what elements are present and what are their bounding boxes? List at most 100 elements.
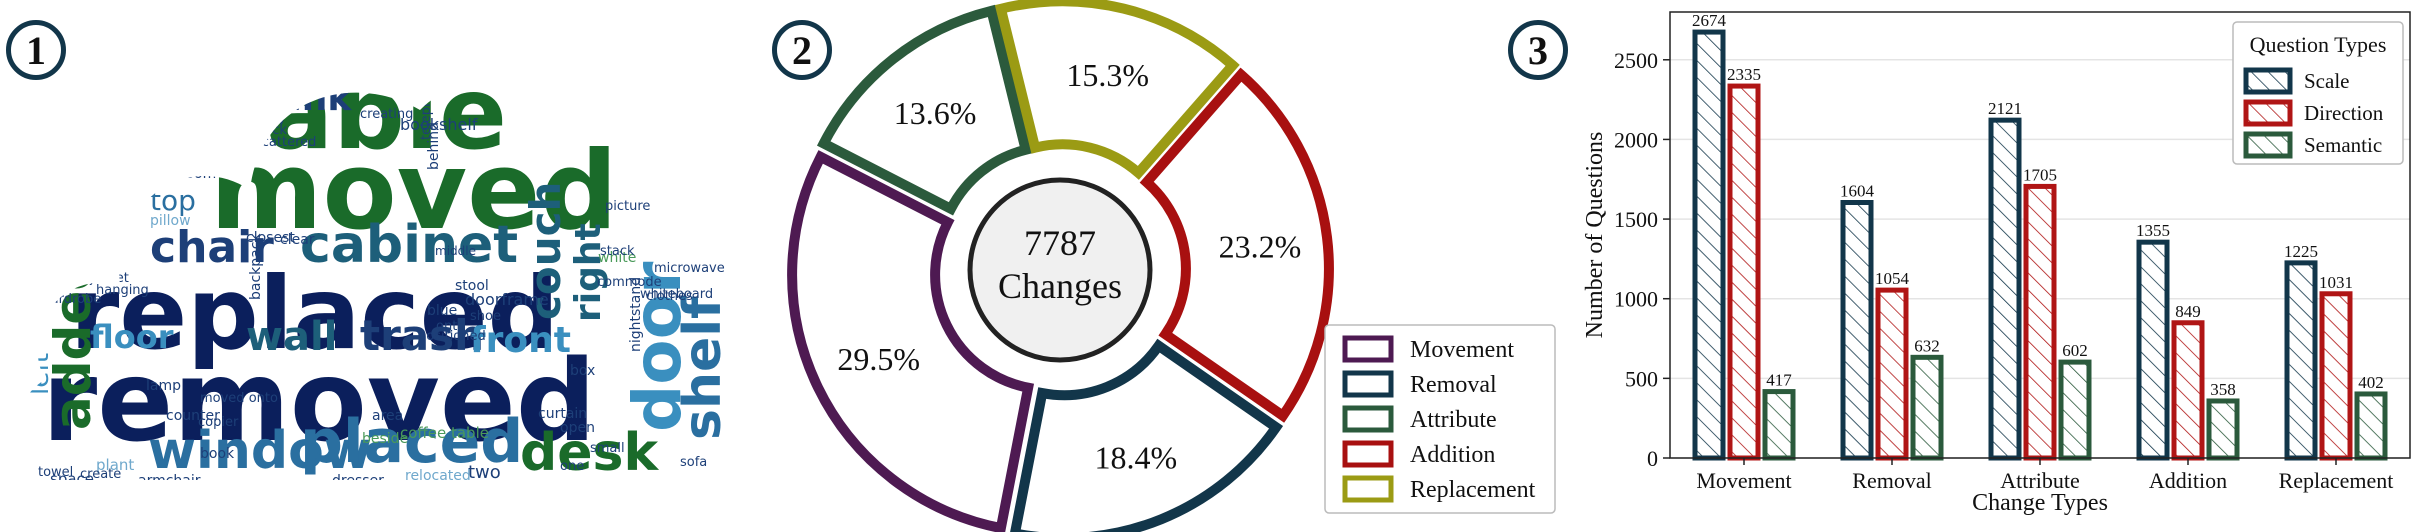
wordcloud-word: nightstand xyxy=(628,277,644,352)
wordcloud-word: book xyxy=(200,446,235,462)
wordcloud-word: space xyxy=(50,470,94,488)
panel-badge-3: 3 xyxy=(1508,20,1568,80)
bar-value-label: 1031 xyxy=(2319,273,2353,292)
wordcloud-word: sofa xyxy=(680,455,707,470)
wordcloud-word: box xyxy=(570,363,595,379)
wordcloud-word: front xyxy=(470,320,571,361)
wordcloud-word: moved xyxy=(210,129,618,254)
donut-center-circle xyxy=(967,177,1153,363)
wordcloud-word: towel xyxy=(38,465,73,480)
bar-panel: 3 2674 2335 417 1604 1054 632 2121 1705 602 1355 8… xyxy=(1500,0,2426,532)
donut-slice-label: 29.5% xyxy=(837,341,920,377)
panel-badge-1: 1 xyxy=(6,20,66,80)
bar-legend-swatch xyxy=(2243,67,2293,95)
wordcloud-word: chair xyxy=(150,222,274,273)
wordcloud-word: dresser xyxy=(332,473,384,489)
wordcloud-word: replaced xyxy=(70,255,559,372)
bar-direction xyxy=(2023,183,2057,461)
wordcloud-word: door xyxy=(619,261,696,432)
wordcloud-word: curtain xyxy=(538,406,587,422)
y-tick-label: 2500 xyxy=(1614,48,1658,73)
y-tick-label: 1000 xyxy=(1614,287,1658,312)
wordcloud-word: placed xyxy=(300,407,523,477)
donut-legend-swatch xyxy=(1342,405,1394,433)
bar-legend: Question Types Scale Direction Semantic xyxy=(2232,21,2404,165)
wordcloud-word: scattered xyxy=(255,135,316,150)
wordcloud-word: counter xyxy=(166,408,220,424)
wordcloud-word: lamp xyxy=(146,378,181,394)
x-tick-label: Attribute xyxy=(2000,468,2079,493)
donut-legend-label: Replacement xyxy=(1410,477,1536,503)
donut-legend-label: Addition xyxy=(1410,442,1495,468)
wordcloud-word: stool xyxy=(455,278,489,294)
bar-value-label: 602 xyxy=(2062,341,2088,360)
donut-slice-movement xyxy=(787,150,1035,532)
bar-value-label: 1225 xyxy=(2284,242,2318,261)
wordcloud-word: whiteboard xyxy=(640,287,713,302)
y-tick-label: 500 xyxy=(1625,366,1658,391)
bar-direction xyxy=(2319,291,2353,461)
wordcloud-word: couch xyxy=(521,182,570,320)
wordcloud-word: wardrobe xyxy=(40,292,101,307)
bar-value-label: 358 xyxy=(2210,380,2236,399)
bar-value-label: 849 xyxy=(2175,302,2201,321)
wordcloud-word: telephone xyxy=(419,75,434,140)
wordcloud-word: doorframe xyxy=(465,290,549,309)
wordcloud-word: relocated xyxy=(405,468,471,484)
wordcloud-word: area xyxy=(372,408,403,424)
wordcloud-word: two xyxy=(468,462,501,483)
wordcloud-word: moved onto xyxy=(200,391,278,406)
wordcloud-word: picture xyxy=(605,199,650,214)
wordcloud-word: microwave xyxy=(654,261,725,276)
bar-legend-title: Question Types xyxy=(2250,32,2387,57)
donut-center-value: 7787 xyxy=(1024,223,1096,263)
bar-semantic xyxy=(2058,359,2092,461)
wordcloud-word: cabinet xyxy=(300,215,518,275)
donut-slice-label: 15.3% xyxy=(1066,57,1149,93)
wordcloud-word: floor xyxy=(90,318,174,356)
bar-scale xyxy=(1692,29,1726,461)
bar-direction xyxy=(2171,320,2205,461)
donut-slice-label: 18.4% xyxy=(1095,440,1178,476)
x-tick-label: Replacement xyxy=(2279,468,2394,493)
bar-value-label: 2674 xyxy=(1692,11,1727,30)
bar-legend-frame xyxy=(2232,21,2404,165)
bar-value-label: 2335 xyxy=(1727,65,1761,84)
donut-slice-addition xyxy=(1139,67,1334,423)
wordcloud-word: center xyxy=(218,112,263,128)
wordcloud-word: window xyxy=(148,421,372,481)
y-tick-label: 2000 xyxy=(1614,127,1658,152)
wordcloud-word: creating xyxy=(360,107,413,122)
y-tick-label: 1500 xyxy=(1614,207,1658,232)
bar-scale xyxy=(2136,239,2170,461)
donut-legend: Movement Removal Attribute Addition Replacem… xyxy=(1324,324,1556,514)
wordcloud-word: commode xyxy=(597,275,662,290)
donut-slice-label: 23.2% xyxy=(1219,228,1302,264)
x-tick-label: Removal xyxy=(1852,468,1931,493)
wordcloud-word: one xyxy=(560,459,584,474)
wordcloud-word: wall xyxy=(246,314,337,360)
donut-slice-removal xyxy=(1010,338,1284,532)
wordcloud-panel: 1 removed replaced moved table cabinet window… xyxy=(0,0,780,532)
donut-legend-swatch xyxy=(1342,440,1394,468)
wordcloud-word: white xyxy=(598,250,636,266)
wordcloud-word: bookshelf xyxy=(400,115,478,134)
wordcloud-word: clear xyxy=(280,232,315,248)
y-axis-label: Number of Questions xyxy=(1582,132,1608,339)
donut-chart: 29.5% 13.6% 15.3% 23.2% 18.4% 7787 Changes M… xyxy=(787,0,1556,532)
bar-legend-swatch xyxy=(2243,99,2293,127)
donut-legend-label: Removal xyxy=(1410,372,1497,398)
wordcloud-word: mirror xyxy=(352,73,401,92)
bar-semantic xyxy=(1910,354,1944,461)
wordcloud-word: blue xyxy=(427,303,457,319)
wordcloud-word: stack xyxy=(600,244,635,259)
wordcloud-word: behind xyxy=(426,122,442,170)
bar-scale xyxy=(2284,260,2318,461)
bar-value-label: 402 xyxy=(2358,373,2384,392)
wordcloud-word: sink xyxy=(268,78,352,119)
wordcloud-word: create xyxy=(80,467,121,482)
wordcloud-word: closest xyxy=(246,230,295,246)
bar-chart: 2674 2335 417 1604 1054 632 2121 1705 602 1355 849… xyxy=(1582,11,2411,516)
panel-badge-2: 2 xyxy=(772,20,832,80)
wordcloud-word: hanging xyxy=(96,283,149,298)
